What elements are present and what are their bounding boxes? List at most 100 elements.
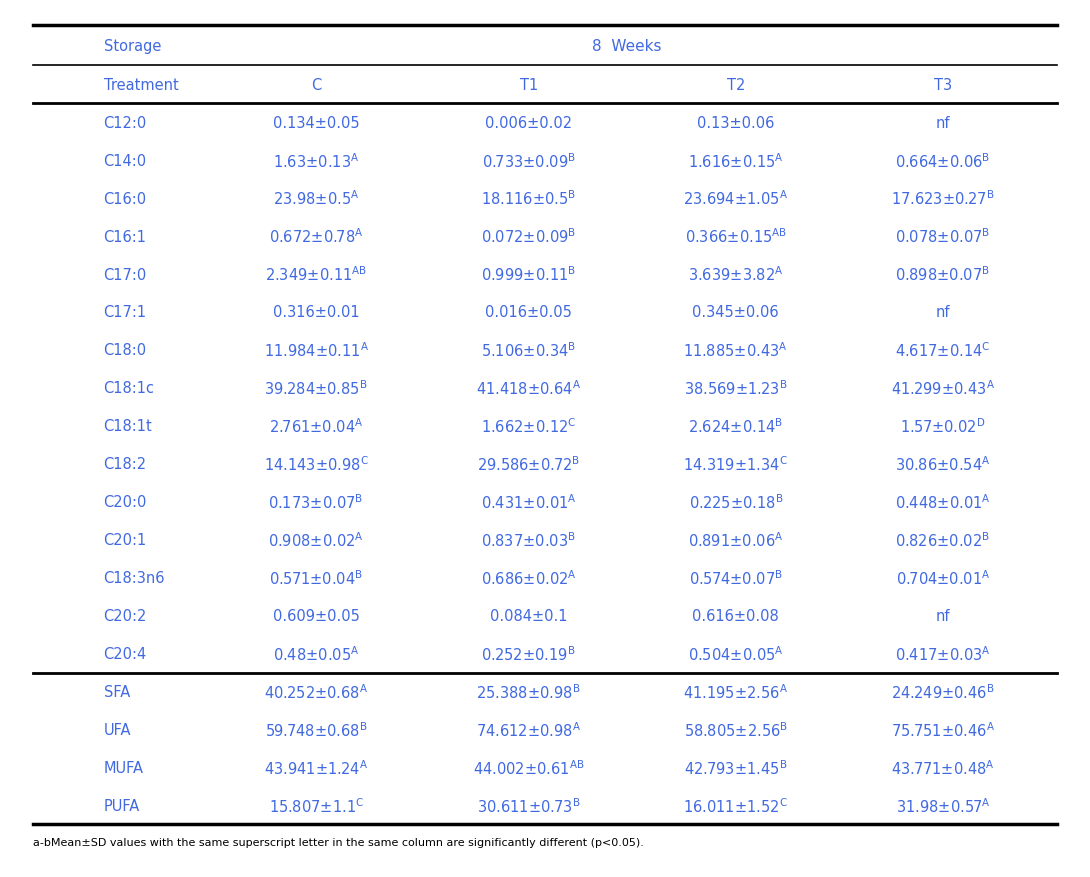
Text: C16:1: C16:1 <box>104 229 146 245</box>
Text: C17:0: C17:0 <box>104 267 147 282</box>
Text: a-bMean±SD values with the same superscript letter in the same column are signif: a-bMean±SD values with the same superscr… <box>33 838 643 847</box>
Text: 0.616±0.08: 0.616±0.08 <box>692 609 779 624</box>
Text: 0.316±0.01: 0.316±0.01 <box>272 305 360 320</box>
Text: 43.771±0.48$^{\mathregular{A}}$: 43.771±0.48$^{\mathregular{A}}$ <box>891 759 995 777</box>
Text: C14:0: C14:0 <box>104 153 147 168</box>
Text: 2.761±0.04$^{\mathregular{A}}$: 2.761±0.04$^{\mathregular{A}}$ <box>269 417 363 436</box>
Text: 41.299±0.43$^{\mathregular{A}}$: 41.299±0.43$^{\mathregular{A}}$ <box>891 379 995 398</box>
Text: 38.569±1.23$^{\mathregular{B}}$: 38.569±1.23$^{\mathregular{B}}$ <box>683 379 788 398</box>
Text: 30.86±0.54$^{\mathregular{A}}$: 30.86±0.54$^{\mathregular{A}}$ <box>895 455 991 474</box>
Text: 23.98±0.5$^{\mathregular{A}}$: 23.98±0.5$^{\mathregular{A}}$ <box>272 189 360 208</box>
Text: 0.48±0.05$^{\mathregular{A}}$: 0.48±0.05$^{\mathregular{A}}$ <box>272 645 360 663</box>
Text: T1: T1 <box>520 78 537 93</box>
Text: 4.617±0.14$^{\mathregular{C}}$: 4.617±0.14$^{\mathregular{C}}$ <box>895 341 991 360</box>
Text: 40.252±0.68$^{\mathregular{A}}$: 40.252±0.68$^{\mathregular{A}}$ <box>264 682 368 701</box>
Text: 0.134±0.05: 0.134±0.05 <box>272 116 360 131</box>
Text: 17.623±0.27$^{\mathregular{B}}$: 17.623±0.27$^{\mathregular{B}}$ <box>891 189 995 208</box>
Text: 0.431±0.01$^{\mathregular{A}}$: 0.431±0.01$^{\mathregular{A}}$ <box>481 493 577 511</box>
Text: C12:0: C12:0 <box>104 116 147 131</box>
Text: MUFA: MUFA <box>104 760 144 775</box>
Text: 0.898±0.07$^{\mathregular{B}}$: 0.898±0.07$^{\mathregular{B}}$ <box>895 266 991 284</box>
Text: 0.837±0.03$^{\mathregular{B}}$: 0.837±0.03$^{\mathregular{B}}$ <box>481 531 577 549</box>
Text: 0.417±0.03$^{\mathregular{A}}$: 0.417±0.03$^{\mathregular{A}}$ <box>895 645 991 663</box>
Text: 1.616±0.15$^{\mathregular{A}}$: 1.616±0.15$^{\mathregular{A}}$ <box>688 152 784 170</box>
Text: C: C <box>311 78 322 93</box>
Text: 0.571±0.04$^{\mathregular{B}}$: 0.571±0.04$^{\mathregular{B}}$ <box>269 568 363 588</box>
Text: 0.084±0.1: 0.084±0.1 <box>489 609 568 624</box>
Text: 1.662±0.12$^{\mathregular{C}}$: 1.662±0.12$^{\mathregular{C}}$ <box>481 417 577 436</box>
Text: 14.319±1.34$^{\mathregular{C}}$: 14.319±1.34$^{\mathregular{C}}$ <box>683 455 788 474</box>
Text: 0.448±0.01$^{\mathregular{A}}$: 0.448±0.01$^{\mathregular{A}}$ <box>895 493 991 511</box>
Text: 41.195±2.56$^{\mathregular{A}}$: 41.195±2.56$^{\mathregular{A}}$ <box>683 682 788 701</box>
Text: 24.249±0.46$^{\mathregular{B}}$: 24.249±0.46$^{\mathregular{B}}$ <box>891 682 995 701</box>
Text: 1.57±0.02$^{\mathregular{D}}$: 1.57±0.02$^{\mathregular{D}}$ <box>900 417 985 436</box>
Text: C18:1t: C18:1t <box>104 419 153 434</box>
Text: 11.984±0.11$^{\mathregular{A}}$: 11.984±0.11$^{\mathregular{A}}$ <box>264 341 368 360</box>
Text: C18:3n6: C18:3n6 <box>104 570 165 586</box>
Text: 0.366±0.15$^{\mathregular{AB}}$: 0.366±0.15$^{\mathregular{AB}}$ <box>685 227 787 246</box>
Text: 0.345±0.06: 0.345±0.06 <box>692 305 779 320</box>
Text: UFA: UFA <box>104 722 131 737</box>
Text: Treatment: Treatment <box>104 78 179 93</box>
Text: T2: T2 <box>727 78 744 93</box>
Text: 0.173±0.07$^{\mathregular{B}}$: 0.173±0.07$^{\mathregular{B}}$ <box>268 493 364 511</box>
Text: 39.284±0.85$^{\mathregular{B}}$: 39.284±0.85$^{\mathregular{B}}$ <box>265 379 367 398</box>
Text: 41.418±0.64$^{\mathregular{A}}$: 41.418±0.64$^{\mathregular{A}}$ <box>476 379 581 398</box>
Text: 0.072±0.09$^{\mathregular{B}}$: 0.072±0.09$^{\mathregular{B}}$ <box>481 227 577 246</box>
Text: 0.704±0.01$^{\mathregular{A}}$: 0.704±0.01$^{\mathregular{A}}$ <box>896 568 990 588</box>
Text: 0.13±0.06: 0.13±0.06 <box>698 116 774 131</box>
Text: C16:0: C16:0 <box>104 191 147 206</box>
Text: 5.106±0.34$^{\mathregular{B}}$: 5.106±0.34$^{\mathregular{B}}$ <box>481 341 577 360</box>
Text: 0.574±0.07$^{\mathregular{B}}$: 0.574±0.07$^{\mathregular{B}}$ <box>689 568 783 588</box>
Text: 30.611±0.73$^{\mathregular{B}}$: 30.611±0.73$^{\mathregular{B}}$ <box>477 796 580 815</box>
Text: C20:2: C20:2 <box>104 609 147 624</box>
Text: 58.805±2.56$^{\mathregular{B}}$: 58.805±2.56$^{\mathregular{B}}$ <box>683 720 788 739</box>
Text: 0.999±0.11$^{\mathregular{B}}$: 0.999±0.11$^{\mathregular{B}}$ <box>481 266 577 284</box>
Text: Storage: Storage <box>104 39 161 53</box>
Text: nf: nf <box>935 609 950 624</box>
Text: 11.885±0.43$^{\mathregular{A}}$: 11.885±0.43$^{\mathregular{A}}$ <box>683 341 788 360</box>
Text: 31.98±0.57$^{\mathregular{A}}$: 31.98±0.57$^{\mathregular{A}}$ <box>896 796 990 815</box>
Text: C20:1: C20:1 <box>104 532 147 547</box>
Text: 0.664±0.06$^{\mathregular{B}}$: 0.664±0.06$^{\mathregular{B}}$ <box>895 152 991 170</box>
Text: 0.225±0.18$^{\mathregular{B}}$: 0.225±0.18$^{\mathregular{B}}$ <box>689 493 783 511</box>
Text: 75.751±0.46$^{\mathregular{A}}$: 75.751±0.46$^{\mathregular{A}}$ <box>891 720 995 739</box>
Text: C18:1c: C18:1c <box>104 381 155 396</box>
Text: 59.748±0.68$^{\mathregular{B}}$: 59.748±0.68$^{\mathregular{B}}$ <box>265 720 367 739</box>
Text: 25.388±0.98$^{\mathregular{B}}$: 25.388±0.98$^{\mathregular{B}}$ <box>476 682 581 701</box>
Text: 0.609±0.05: 0.609±0.05 <box>272 609 360 624</box>
Text: 74.612±0.98$^{\mathregular{A}}$: 74.612±0.98$^{\mathregular{A}}$ <box>476 720 581 739</box>
Text: 0.891±0.06$^{\mathregular{A}}$: 0.891±0.06$^{\mathregular{A}}$ <box>688 531 784 549</box>
Text: 0.078±0.07$^{\mathregular{B}}$: 0.078±0.07$^{\mathregular{B}}$ <box>895 227 991 246</box>
Text: C20:0: C20:0 <box>104 495 147 510</box>
Text: PUFA: PUFA <box>104 798 140 813</box>
Text: 23.694±1.05$^{\mathregular{A}}$: 23.694±1.05$^{\mathregular{A}}$ <box>683 189 788 208</box>
Text: 15.807±1.1$^{\mathregular{C}}$: 15.807±1.1$^{\mathregular{C}}$ <box>268 796 364 815</box>
Text: 0.006±0.02: 0.006±0.02 <box>485 116 572 131</box>
Text: 0.016±0.05: 0.016±0.05 <box>485 305 572 320</box>
Text: 18.116±0.5$^{\mathregular{B}}$: 18.116±0.5$^{\mathregular{B}}$ <box>481 189 577 208</box>
Text: C18:2: C18:2 <box>104 457 147 472</box>
Text: 2.624±0.14$^{\mathregular{B}}$: 2.624±0.14$^{\mathregular{B}}$ <box>688 417 784 436</box>
Text: C18:0: C18:0 <box>104 343 147 358</box>
Text: 0.686±0.02$^{\mathregular{A}}$: 0.686±0.02$^{\mathregular{A}}$ <box>481 568 577 588</box>
Text: 3.639±3.82$^{\mathregular{A}}$: 3.639±3.82$^{\mathregular{A}}$ <box>688 266 784 284</box>
Text: 14.143±0.98$^{\mathregular{C}}$: 14.143±0.98$^{\mathregular{C}}$ <box>264 455 368 474</box>
Text: nf: nf <box>935 116 950 131</box>
Text: 0.672±0.78$^{\mathregular{A}}$: 0.672±0.78$^{\mathregular{A}}$ <box>269 227 363 246</box>
Text: SFA: SFA <box>104 684 130 699</box>
Text: 0.908±0.02$^{\mathregular{A}}$: 0.908±0.02$^{\mathregular{A}}$ <box>268 531 364 549</box>
Text: T3: T3 <box>934 78 952 93</box>
Text: 0.733±0.09$^{\mathregular{B}}$: 0.733±0.09$^{\mathregular{B}}$ <box>482 152 576 170</box>
Text: 29.586±0.72$^{\mathregular{B}}$: 29.586±0.72$^{\mathregular{B}}$ <box>477 455 580 474</box>
Text: nf: nf <box>935 305 950 320</box>
Text: 44.002±0.61$^{\mathregular{AB}}$: 44.002±0.61$^{\mathregular{AB}}$ <box>473 759 584 777</box>
Text: 2.349±0.11$^{\mathregular{AB}}$: 2.349±0.11$^{\mathregular{AB}}$ <box>265 266 367 284</box>
Text: C17:1: C17:1 <box>104 305 147 320</box>
Text: 1.63±0.13$^{\mathregular{A}}$: 1.63±0.13$^{\mathregular{A}}$ <box>272 152 360 170</box>
Text: 16.011±1.52$^{\mathregular{C}}$: 16.011±1.52$^{\mathregular{C}}$ <box>683 796 788 815</box>
Text: 42.793±1.45$^{\mathregular{B}}$: 42.793±1.45$^{\mathregular{B}}$ <box>685 759 787 777</box>
Text: 0.252±0.19$^{\mathregular{B}}$: 0.252±0.19$^{\mathregular{B}}$ <box>482 645 576 663</box>
Text: C20:4: C20:4 <box>104 646 147 661</box>
Text: 8  Weeks: 8 Weeks <box>592 39 662 53</box>
